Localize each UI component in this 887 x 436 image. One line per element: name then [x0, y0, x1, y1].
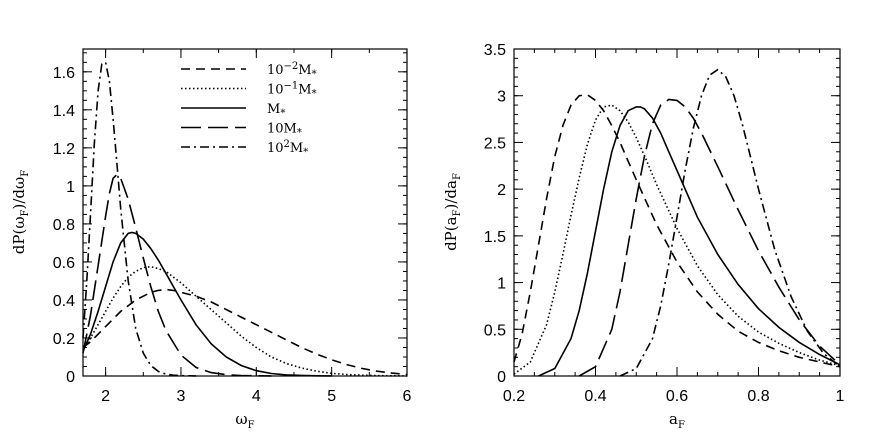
right-x-axis-label: aF — [669, 410, 685, 431]
right-x-tick-label: 0.2 — [503, 388, 525, 405]
left-x-tick-label: 5 — [327, 388, 336, 405]
right-x-tick-label: 0.6 — [666, 388, 688, 405]
right-plot-frame — [513, 48, 841, 377]
left-y-axis-label: dP(ωF)/dωF — [10, 170, 31, 254]
right-y-tick-label: 3 — [497, 89, 506, 106]
left-y-tick-label: 1.2 — [53, 141, 75, 158]
right-x-tick-label: 0.8 — [747, 388, 769, 405]
left-curves — [82, 61, 408, 377]
right-y-tick-label: 1 — [497, 276, 506, 293]
left-x-tick-label: 4 — [252, 388, 261, 405]
right-y-tick-label: 0.5 — [484, 322, 506, 339]
left-series-short-dash — [82, 288, 408, 376]
legend-label: 10−2M* — [267, 61, 317, 80]
left-series-long-dash — [82, 173, 272, 377]
left-y-tick-label: 0.6 — [53, 255, 75, 272]
right-x-tick-label: 1 — [836, 388, 845, 405]
right-curves — [513, 68, 841, 377]
right-series-short-dash — [513, 93, 841, 368]
legend-label: M* — [267, 102, 285, 119]
left-ticks: 2 3 4 5 6 0 0.2 0.4 0.6 0.8 1 1.2 1.4 1.6 — [53, 49, 412, 405]
right-y-tick-label: 1.5 — [484, 229, 506, 246]
right-ticks: 0.2 0.4 0.6 0.8 1 0 0.5 1 1.5 2 2.5 3 3.5 — [484, 42, 845, 405]
right-y-tick-label: 3.5 — [484, 42, 506, 59]
left-series-solid — [82, 231, 332, 377]
left-y-tick-label: 0.2 — [53, 331, 75, 348]
left-series-dash-dot — [82, 61, 197, 377]
legend-label: 102M* — [267, 139, 308, 158]
left-y-tick-label: 0.8 — [53, 217, 75, 234]
left-y-tick-label: 1.4 — [53, 103, 75, 120]
legend-label: 10−1M* — [267, 81, 317, 100]
right-y-tick-label: 2.5 — [484, 135, 506, 152]
left-y-tick-label: 1 — [66, 179, 75, 196]
right-series-solid — [538, 106, 841, 377]
right-y-tick-label: 0 — [497, 369, 506, 386]
right-panel: 0.2 0.4 0.6 0.8 1 0 0.5 1 1.5 2 2.5 3 3.5 aF dP(aF)/… — [442, 42, 845, 431]
right-y-axis-label: dP(aF)/daF — [442, 173, 463, 251]
left-y-tick-label: 0.4 — [53, 293, 75, 310]
legend: 10−2M*10−1M* M* 10M*102M* — [181, 61, 317, 158]
right-x-tick-label: 0.4 — [584, 388, 606, 405]
left-y-tick-label: 0 — [66, 369, 75, 386]
right-series-long-dash — [578, 98, 841, 377]
left-y-tick-label: 1.6 — [53, 65, 75, 82]
right-series-dotted — [513, 104, 841, 375]
right-y-tick-label: 2 — [497, 182, 506, 199]
left-x-tick-label: 2 — [101, 388, 110, 405]
left-x-tick-label: 6 — [403, 388, 412, 405]
legend-label: 10M* — [267, 122, 302, 139]
right-series-dash-dot — [619, 68, 841, 377]
left-panel: 2 3 4 5 6 0 0.2 0.4 0.6 0.8 1 1.2 1.4 1.6 10−2M*10−1M… — [10, 48, 412, 431]
left-x-axis-label: ωF — [235, 410, 254, 431]
left-series-dotted — [82, 265, 408, 377]
left-x-tick-label: 3 — [177, 388, 186, 405]
